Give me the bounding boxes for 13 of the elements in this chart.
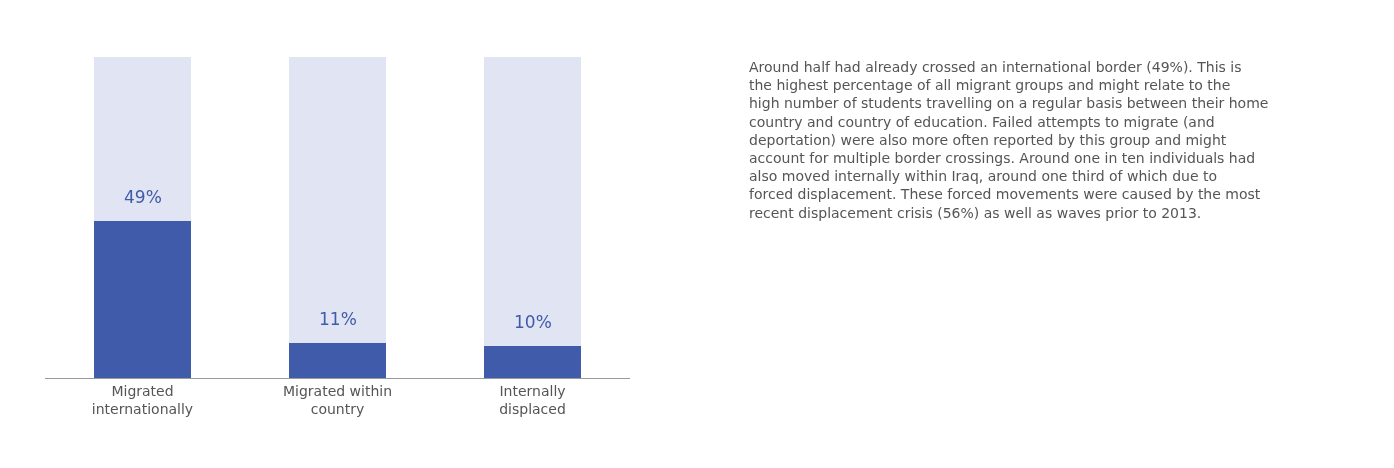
x-tick-label: Migrated internationally [91,382,194,417]
bar [93,220,192,378]
data-label: 49% [124,187,162,207]
bar [483,345,582,378]
data-label: 10% [514,312,552,332]
x-tick-label: Internally displaced [499,382,566,417]
bar [288,57,387,343]
data-label: 11% [319,309,357,329]
text: Around half had already crossed an international border (49%). This is the highest percentage of all migrant groups and might relate to the high number of students travelling on a regular basis between their home country and country of education. Failed attempts to migrate (and deportation) were also more often reported by this group and might account for multiple border crossings. Around one in ten individuals had also moved internally within Iraq, around one third of which due to forced displacement. These forced movements were caused by the most recent displacement crisis (56%) as well as waves prior to 2013. [749,59,1269,221]
bar [288,342,387,378]
bar [93,57,192,221]
x-tick-label: Migrated within country [282,382,393,417]
bar [483,57,582,346]
